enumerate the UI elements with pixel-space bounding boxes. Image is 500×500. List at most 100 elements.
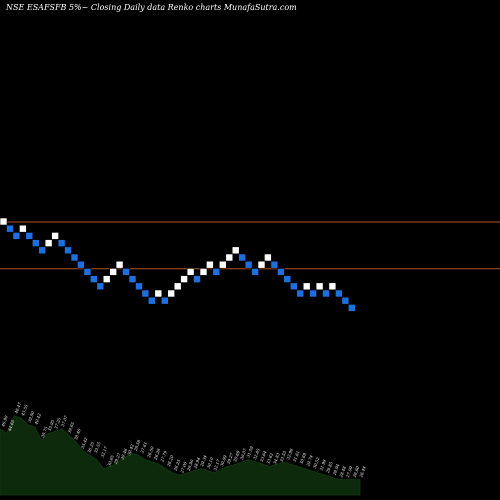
volume-label: 32.85 — [252, 447, 261, 460]
chart-title: NSE ESAFSFB 5%~ Closing Daily data Renko… — [5, 3, 297, 12]
renko-brick-down — [277, 268, 285, 276]
volume-label: 46.90 — [0, 414, 9, 428]
volume-label: 40.42 — [33, 412, 42, 426]
renko-brick-down — [12, 232, 21, 240]
renko-brick-down — [161, 296, 169, 305]
volume-label: 39.80 — [27, 410, 36, 423]
renko-brick-down — [238, 253, 246, 262]
volume-label: 34.83 — [272, 452, 281, 465]
renko-brick-up — [115, 260, 124, 269]
volume-label: 33.55 — [93, 441, 102, 454]
renko-brick-up — [264, 253, 272, 262]
volume-label: 30.07 — [239, 447, 248, 460]
renko-brick-up — [225, 253, 234, 262]
renko-brick-down — [341, 296, 350, 305]
renko-brick-down — [25, 232, 34, 240]
volume-label: 39.65 — [67, 421, 76, 434]
volume-label: 30.52 — [312, 456, 321, 469]
renko-brick-down — [122, 268, 130, 276]
volume-label: 30.42 — [126, 443, 135, 456]
volume-label: 29.27 — [113, 452, 122, 466]
volume-label: 26.28 — [152, 447, 161, 461]
renko-brick-down — [135, 282, 143, 291]
renko-brick-down — [296, 289, 305, 298]
volume-label: 32.17 — [100, 445, 109, 458]
renko-brick-down — [38, 246, 47, 255]
volume-label: 30.46 — [120, 447, 129, 460]
volume-label: 30.69 — [299, 452, 308, 465]
renko-brick-up — [186, 268, 195, 276]
volume-label: 32.96 — [285, 447, 294, 460]
volume-label: 29.34 — [199, 454, 208, 468]
volume-label: 26.20 — [166, 454, 175, 468]
renko-brick-up — [257, 260, 266, 269]
volume-label: 38.75 — [40, 425, 49, 438]
volume-label: 32.17 — [212, 458, 221, 471]
renko-brick-down — [251, 268, 259, 276]
volume-label: 29.74 — [305, 454, 314, 468]
renko-brick-down — [141, 289, 150, 298]
renko-brick-down — [128, 275, 137, 283]
renko-brick-up — [180, 275, 188, 283]
volume-label: 30.69 — [232, 450, 241, 463]
renko-brick-up — [219, 260, 227, 269]
renko-brick-down — [322, 289, 330, 298]
renko-brick-up — [206, 260, 214, 269]
volume-label: 30.85 — [106, 454, 115, 467]
volume-label: 30.89 — [219, 454, 228, 467]
volume-label: 28.94 — [192, 456, 201, 470]
volume-label: 31.59 — [246, 445, 255, 458]
renko-brick-down — [283, 275, 292, 283]
volume-label: 46.47 — [13, 401, 22, 415]
renko-brick-down — [6, 224, 14, 233]
volume-label: 30.10 — [206, 456, 215, 469]
volume-label: 35.42 — [80, 436, 89, 449]
volume-label: 26.44 — [358, 465, 367, 479]
renko-brick-up — [102, 275, 111, 283]
renko-brick-down — [193, 275, 201, 283]
renko-brick-up — [302, 282, 311, 291]
volume-label: 27.09 — [345, 465, 354, 479]
renko-brick-down — [70, 253, 79, 262]
volume-label: 33.62 — [265, 452, 274, 465]
renko-brick-down — [289, 282, 298, 291]
volume-label: 37.07 — [60, 414, 69, 427]
volume-label: 26.50 — [146, 445, 155, 459]
volume-label: 28.58 — [132, 439, 141, 453]
renko-brick-up — [0, 217, 8, 226]
volume-label: 33.55 — [279, 450, 288, 463]
renko-brick-down — [335, 289, 343, 298]
renko-brick-up — [173, 282, 182, 291]
volume-label: 44.65 — [6, 419, 15, 433]
volume-label: 27.79 — [159, 450, 168, 464]
renko-brick-up — [328, 282, 337, 291]
volume-label: 38.46 — [73, 428, 82, 441]
renko-brick-up — [199, 268, 208, 276]
volume-label: 26.25 — [172, 458, 181, 472]
volume-label: 27.00 — [179, 461, 188, 475]
volume-label: 37.25 — [53, 417, 62, 430]
reference-lines — [0, 221, 500, 270]
renko-brick-down — [90, 275, 98, 283]
renko-brick-up — [109, 268, 117, 276]
volume-label: 27.61 — [139, 441, 148, 454]
renko-brick-down — [96, 282, 105, 291]
renko-brick-down — [77, 260, 85, 269]
volume-label: 31.98 — [318, 458, 327, 471]
renko-brick-down — [309, 289, 317, 298]
volume-label: 29.85 — [325, 461, 334, 475]
volume-label: 28.48 — [338, 465, 347, 479]
renko-brick-up — [44, 239, 53, 247]
renko-brick-down — [270, 260, 279, 269]
renko-brick-up — [19, 224, 27, 233]
renko-brick-up — [231, 246, 240, 255]
volume-label: 35.95 — [47, 419, 56, 432]
volume-shape — [0, 415, 361, 496]
renko-brick-up — [154, 289, 163, 298]
volume-label: 43.55 — [20, 403, 29, 417]
renko-brick-down — [212, 268, 221, 276]
volume-label: 26.60 — [351, 465, 360, 479]
volume-label: 29.27 — [225, 452, 234, 466]
